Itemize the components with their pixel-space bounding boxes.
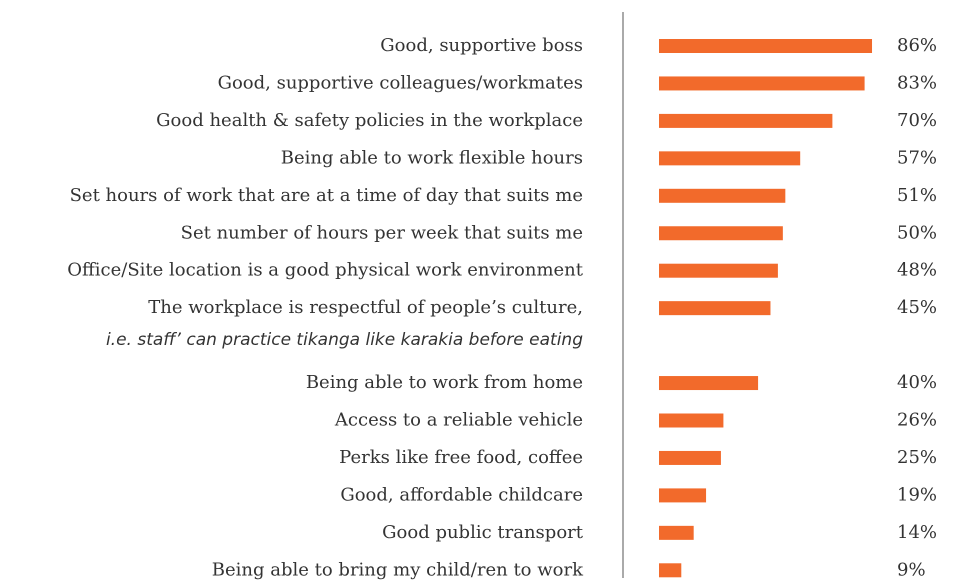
category-label: Good, supportive boss [380,35,583,56]
value-label: 50% [897,222,937,243]
value-label: 70% [897,110,937,131]
value-label: 86% [897,35,937,56]
bar [659,76,865,91]
value-label: 45% [897,297,937,318]
bar [659,188,786,203]
value-label: 26% [897,410,937,431]
bar [659,376,759,391]
bar [659,226,783,241]
value-label: 57% [897,147,937,168]
value-label: 9% [897,559,926,580]
value-label: 48% [897,260,937,281]
bar [659,563,682,578]
value-label: 40% [897,372,937,393]
bar [659,113,833,128]
category-label: Set number of hours per week that suits … [181,222,583,243]
bar [659,525,694,540]
bar [659,413,724,428]
value-label: 19% [897,484,937,505]
value-label: 14% [897,522,937,543]
category-label: The workplace is respectful of people’s … [148,297,583,318]
category-label: Set hours of work that are at a time of … [70,185,583,206]
category-label: Access to a reliable vehicle [334,410,583,431]
bar [659,151,801,166]
category-label: Good, affordable childcare [340,484,583,505]
category-label: Perks like free food, coffee [339,447,583,468]
bar [659,301,771,316]
value-label: 25% [897,447,937,468]
category-note: i.e. staff’ can practice tikanga like ka… [106,330,583,350]
category-label: Good, supportive colleagues/workmates [218,72,583,93]
category-label: Office/Site location is a good physical … [67,260,584,281]
bar [659,39,873,53]
bar [659,488,707,503]
bar [659,450,721,465]
category-label: Being able to work from home [306,372,583,393]
category-label: Being able to work flexible hours [281,147,583,168]
category-label: Good public transport [382,522,584,543]
category-label: Good health & safety policies in the wor… [156,110,583,131]
bar [659,263,778,278]
value-label: 83% [897,72,937,93]
value-label: 51% [897,185,937,206]
category-label: Being able to bring my child/ren to work [212,559,584,580]
